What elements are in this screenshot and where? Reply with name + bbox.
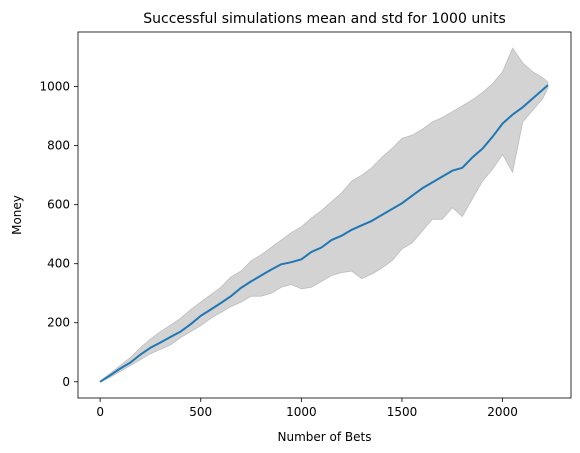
mean-line [99, 84, 549, 383]
x-tick-label: 1500 [387, 405, 418, 419]
y-tick-label: 400 [47, 257, 70, 271]
y-axis-label: Money [10, 195, 24, 235]
y-tick-label: 200 [47, 316, 70, 330]
y-tick-label: 0 [62, 375, 70, 389]
x-tick-label: 1000 [286, 405, 317, 419]
x-axis: 0 500 1000 1500 2000 [96, 398, 518, 419]
x-axis-label: Number of Bets [278, 430, 372, 444]
chart-title: Successful simulations mean and std for … [143, 11, 505, 27]
x-tick-label: 2000 [487, 405, 518, 419]
plot-area [99, 47, 549, 383]
std-band [99, 47, 549, 383]
plot-frame [77, 31, 572, 399]
y-axis: 0 200 400 600 800 1000 [39, 80, 78, 389]
y-tick-label: 600 [47, 198, 70, 212]
y-tick-label: 1000 [39, 80, 70, 94]
y-tick-label: 800 [47, 139, 70, 153]
x-tick-label: 500 [189, 405, 212, 419]
x-tick-label: 0 [96, 405, 104, 419]
